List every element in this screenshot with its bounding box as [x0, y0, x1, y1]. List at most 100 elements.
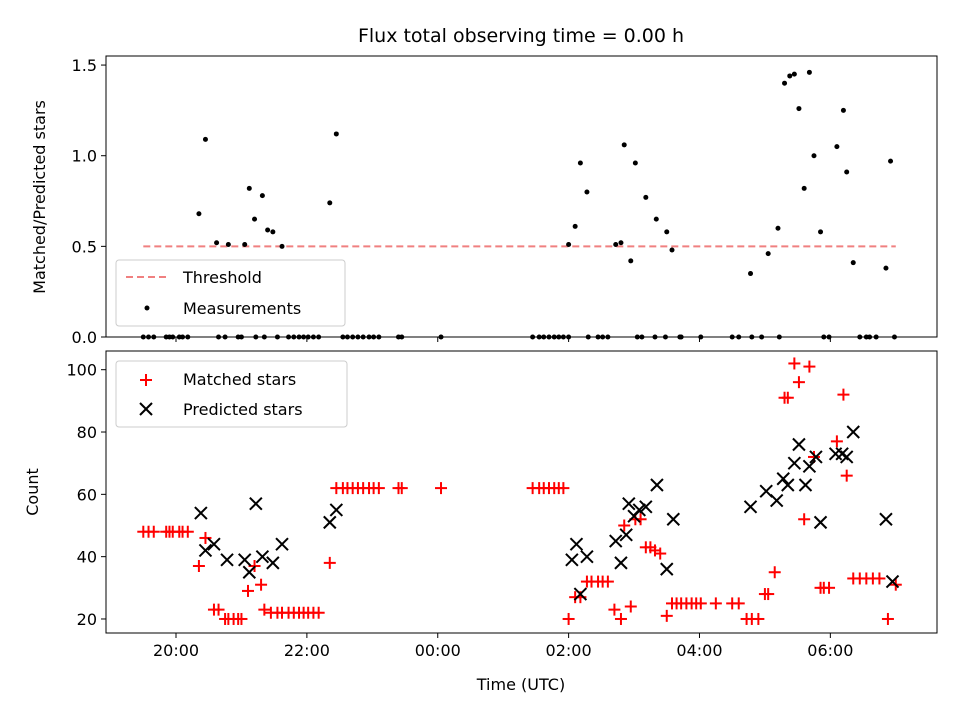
- measurement-point: [628, 258, 634, 264]
- matched-star-point: [614, 612, 627, 625]
- ratio-y-axis-label: Matched/Predicted stars: [30, 100, 49, 294]
- predicted-star-point: [220, 553, 234, 567]
- matched-star-point: [192, 560, 205, 573]
- matched-star-point: [781, 391, 794, 404]
- ratio-y-tick-label: 1.5: [72, 56, 97, 75]
- predicted-star-point: [569, 537, 584, 551]
- measurement-point: [584, 189, 590, 195]
- measurement-point: [270, 229, 276, 235]
- ratio-y-tick-label: 1.0: [72, 147, 97, 166]
- measurement-point: [595, 334, 601, 340]
- matched-star-point: [840, 469, 853, 482]
- matched-star-point: [788, 357, 801, 370]
- measurement-point: [344, 334, 350, 340]
- matched-star-point: [212, 603, 225, 616]
- predicted-star-point: [249, 496, 263, 511]
- predicted-star-point: [242, 565, 257, 579]
- predicted-star-point: [614, 556, 628, 570]
- predicted-star-point: [781, 478, 795, 492]
- matched-star-point: [258, 603, 271, 616]
- measurement-point: [253, 334, 259, 340]
- measurement-point: [371, 334, 377, 340]
- measurement-point: [844, 169, 850, 175]
- measurement-point: [776, 334, 782, 340]
- x-tick-label: 20:00: [153, 641, 199, 660]
- measurement-point: [265, 227, 271, 233]
- measurement-point: [376, 334, 382, 340]
- predicted-star-point: [198, 543, 213, 558]
- ratio-y-tick-label: 0.0: [72, 328, 97, 347]
- predicted-star-point: [879, 512, 893, 526]
- measurement-point: [891, 334, 897, 340]
- measurement-point: [296, 334, 302, 340]
- measurement-point: [355, 334, 361, 340]
- counts-y-tick-label: 80: [77, 423, 97, 442]
- measurement-point: [605, 334, 611, 340]
- measurements-legend-swatch: [144, 305, 150, 311]
- measurement-point: [811, 153, 817, 159]
- measurement-point: [216, 334, 222, 340]
- measurement-point: [180, 334, 186, 340]
- matched-star-point: [562, 612, 575, 625]
- measurement-point: [333, 131, 339, 137]
- measurement-point: [566, 242, 572, 248]
- measurement-point: [261, 334, 267, 340]
- predicted-star-point: [792, 437, 806, 452]
- measurement-point: [530, 334, 536, 340]
- matched-star-point: [323, 556, 336, 569]
- measurement-point: [850, 260, 856, 266]
- measurement-point: [246, 185, 252, 191]
- matched-star-point: [241, 584, 254, 597]
- ratio-plot-area: [105, 55, 938, 338]
- matched-star-point: [147, 525, 160, 538]
- predicted-star-point: [813, 515, 828, 530]
- predicted-star-point: [329, 503, 344, 517]
- measurement-point: [801, 185, 807, 191]
- predicted-star-point: [839, 450, 854, 464]
- matched-star-point: [881, 612, 894, 625]
- measurement-point: [765, 251, 771, 257]
- measurement-point: [883, 265, 889, 271]
- matched-star-point: [395, 482, 408, 495]
- measurements-legend-label: Measurements: [183, 299, 301, 318]
- counts-plot-area: [105, 350, 938, 634]
- matched-star-point: [830, 435, 843, 448]
- matched-star-point: [732, 597, 745, 610]
- measurement-point: [242, 242, 248, 248]
- predicted-star-point: [580, 549, 594, 564]
- measurement-point: [652, 334, 658, 340]
- measurement-point: [551, 334, 557, 340]
- measurement-point: [577, 160, 583, 166]
- measurement-point: [787, 73, 793, 79]
- measurement-point: [327, 200, 333, 206]
- counts-legend: Matched stars Predicted stars: [115, 360, 348, 428]
- predicted-star-point: [798, 478, 813, 492]
- measurement-point: [840, 107, 846, 113]
- matched-star-point: [235, 612, 248, 625]
- measurement-point: [634, 334, 640, 340]
- measurement-point: [821, 334, 827, 340]
- x-axis-label: Time (UTC): [476, 675, 565, 694]
- measurement-point: [736, 334, 742, 340]
- matched-star-point: [752, 612, 765, 625]
- predicted-star-point: [622, 496, 636, 511]
- measurement-point: [664, 229, 670, 235]
- predicted-star-point: [666, 512, 681, 526]
- counts-y-tick-label: 40: [77, 548, 97, 567]
- predicted-star-point: [266, 556, 280, 570]
- matched-star-point: [873, 572, 886, 585]
- measurement-point: [867, 334, 873, 340]
- measurement-point: [438, 334, 444, 340]
- counts-y-tick-label: 20: [77, 610, 97, 629]
- predicted-star-point: [787, 456, 802, 470]
- matched-star-point: [255, 578, 268, 591]
- matched-star-point: [312, 606, 325, 619]
- measurement-point: [350, 334, 356, 340]
- x-tick-label: 06:00: [807, 641, 853, 660]
- measurement-point: [873, 334, 879, 340]
- ratio-panel: 0.0 0.5 1.0 1.5 Matched/Predicted stars Thr…: [30, 55, 938, 347]
- matched-star-point: [660, 609, 673, 622]
- measurement-point: [399, 334, 405, 340]
- measurement-point: [621, 142, 627, 148]
